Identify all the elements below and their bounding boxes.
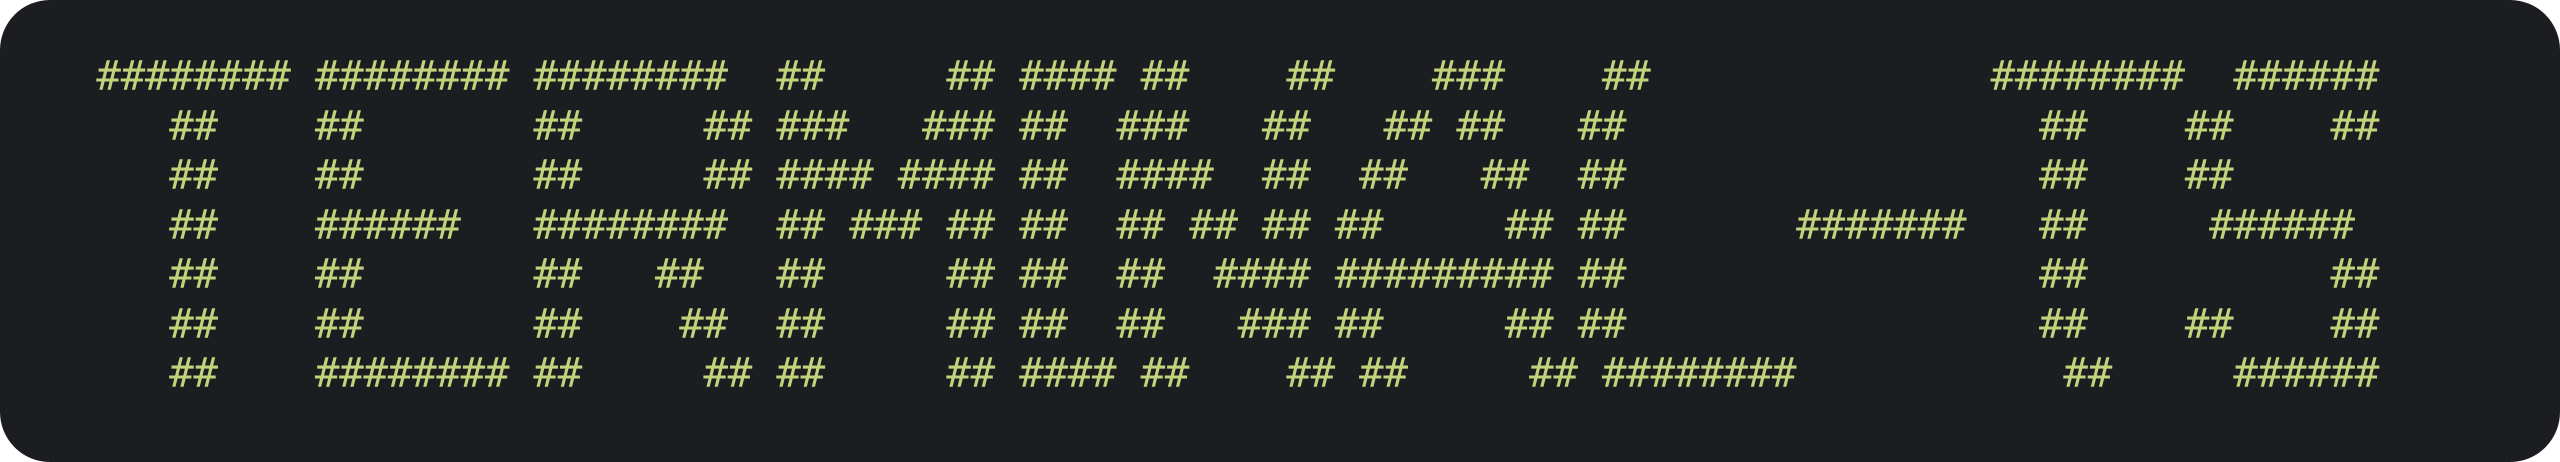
ascii-art-title: ######## ######## ######## ## ## #### ##… [96, 52, 2379, 397]
